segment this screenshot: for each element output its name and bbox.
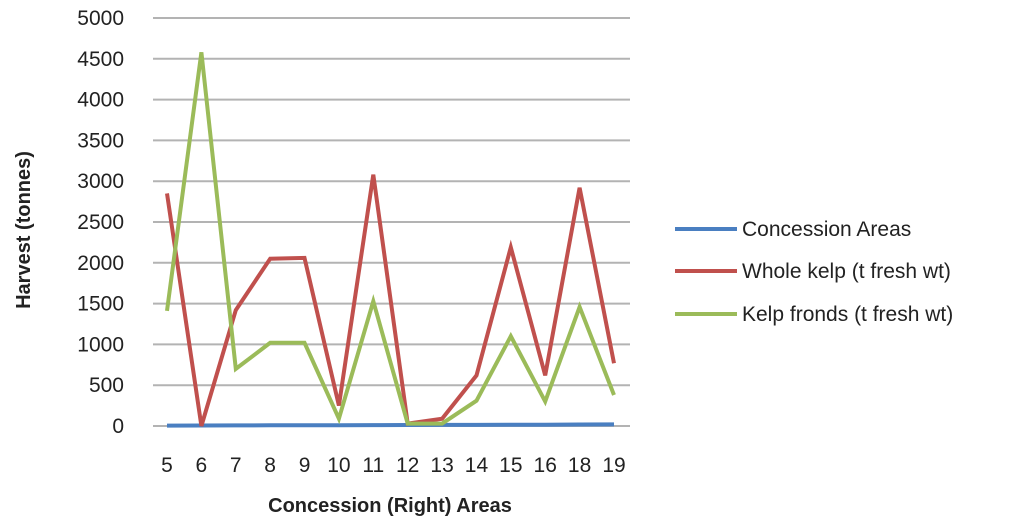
x-tick-label: 7	[230, 454, 242, 477]
y-tick-label: 1500	[77, 293, 124, 316]
series-lines	[165, 52, 616, 428]
y-tick-label: 3500	[77, 129, 124, 152]
y-axis-title: Harvest (tonnes)	[13, 151, 35, 309]
legend-label: Concession Areas	[742, 218, 911, 241]
x-tick-label: 8	[264, 454, 276, 477]
x-tick-label: 13	[430, 454, 453, 477]
y-tick-label: 5000	[77, 7, 124, 30]
y-tick-label: 500	[89, 374, 124, 397]
y-tick-label: 4000	[77, 89, 124, 112]
x-tick-label: 15	[499, 454, 522, 477]
legend: Concession Areas Whole kelp (t fresh wt) K…	[675, 218, 953, 326]
series-line-2	[165, 174, 616, 427]
x-tick-label: 5	[161, 454, 173, 477]
x-tick-label: 6	[196, 454, 208, 477]
y-axis-ticks: 0 500 1000 1500 2000 2500 3000 3500 4000 4500 5000	[77, 7, 124, 438]
x-tick-label: 16	[534, 454, 557, 477]
x-tick-label: 18	[568, 454, 591, 477]
x-axis-title: Concession (Right) Areas	[268, 495, 512, 517]
x-tick-label: 12	[396, 454, 419, 477]
legend-label: Kelp fronds (t fresh wt)	[742, 303, 953, 326]
y-tick-label: 3000	[77, 170, 124, 193]
x-tick-label: 9	[299, 454, 311, 477]
y-tick-label: 2000	[77, 252, 124, 275]
x-tick-label: 11	[362, 454, 384, 477]
x-axis-ticks: 5 6 7 8 9 10 11 12 13 14 15 16 18 19	[161, 454, 626, 477]
x-tick-label: 19	[602, 454, 625, 477]
series-line-3	[165, 52, 616, 426]
y-tick-label: 0	[112, 415, 124, 438]
y-tick-label: 4500	[77, 48, 124, 71]
legend-label: Whole kelp (t fresh wt)	[742, 260, 951, 283]
x-tick-label: 14	[465, 454, 489, 477]
y-tick-label: 2500	[77, 211, 124, 234]
y-tick-label: 1000	[77, 333, 124, 356]
x-tick-label: 10	[327, 454, 350, 477]
series-line-1	[166, 422, 615, 428]
